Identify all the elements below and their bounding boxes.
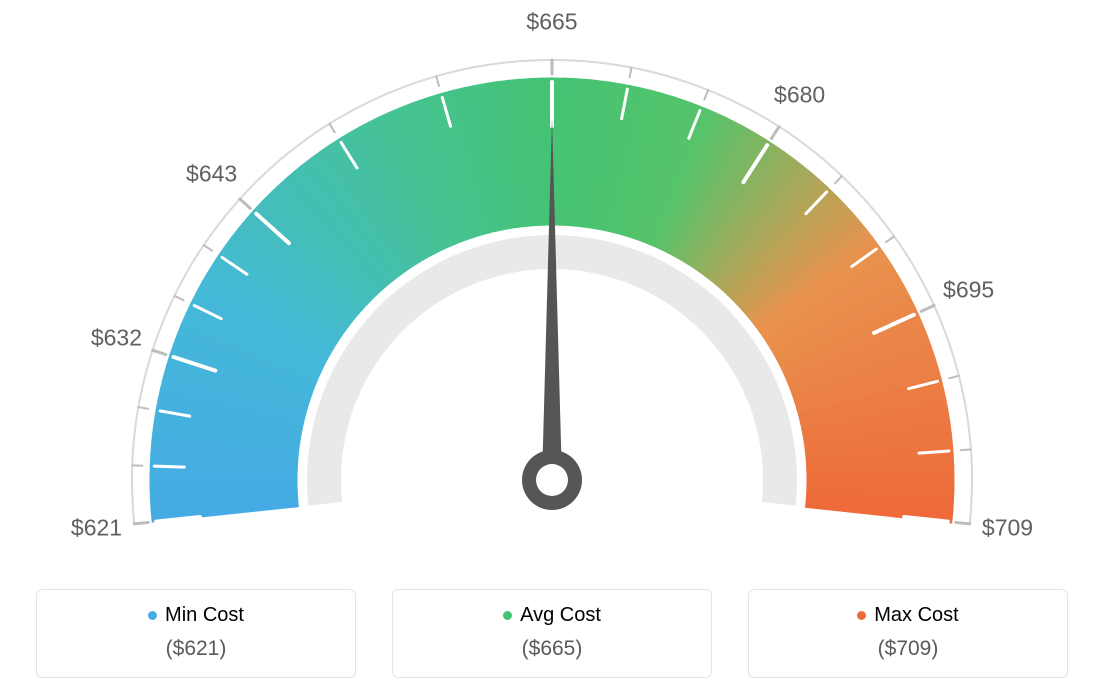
tick-label: $680 [774,81,825,108]
tick-label: $643 [186,160,237,187]
gauge-svg [0,0,1104,560]
tick-label: $621 [71,514,122,541]
legend-max-title: Max Cost [857,604,958,627]
tick-label: $632 [91,325,142,352]
dot-icon [857,611,866,620]
legend-max: Max Cost ($709) [748,589,1068,678]
tick-label: $665 [526,9,577,36]
dot-icon [503,611,512,620]
legend-row: Min Cost ($621) Avg Cost ($665) Max Cost… [0,589,1104,678]
dot-icon [148,611,157,620]
legend-min-label: Min Cost [165,604,244,627]
legend-min: Min Cost ($621) [36,589,356,678]
legend-avg: Avg Cost ($665) [392,589,712,678]
gauge-chart: $621 $632 $643 $665 $680 $695 $709 [0,0,1104,560]
legend-max-value: ($709) [759,637,1057,661]
legend-avg-value: ($665) [403,637,701,661]
tick-label: $695 [943,276,994,303]
legend-max-label: Max Cost [874,604,958,627]
tick-label: $709 [982,514,1033,541]
legend-avg-title: Avg Cost [503,604,601,627]
legend-avg-label: Avg Cost [520,604,601,627]
legend-min-title: Min Cost [148,604,244,627]
legend-min-value: ($621) [47,637,345,661]
